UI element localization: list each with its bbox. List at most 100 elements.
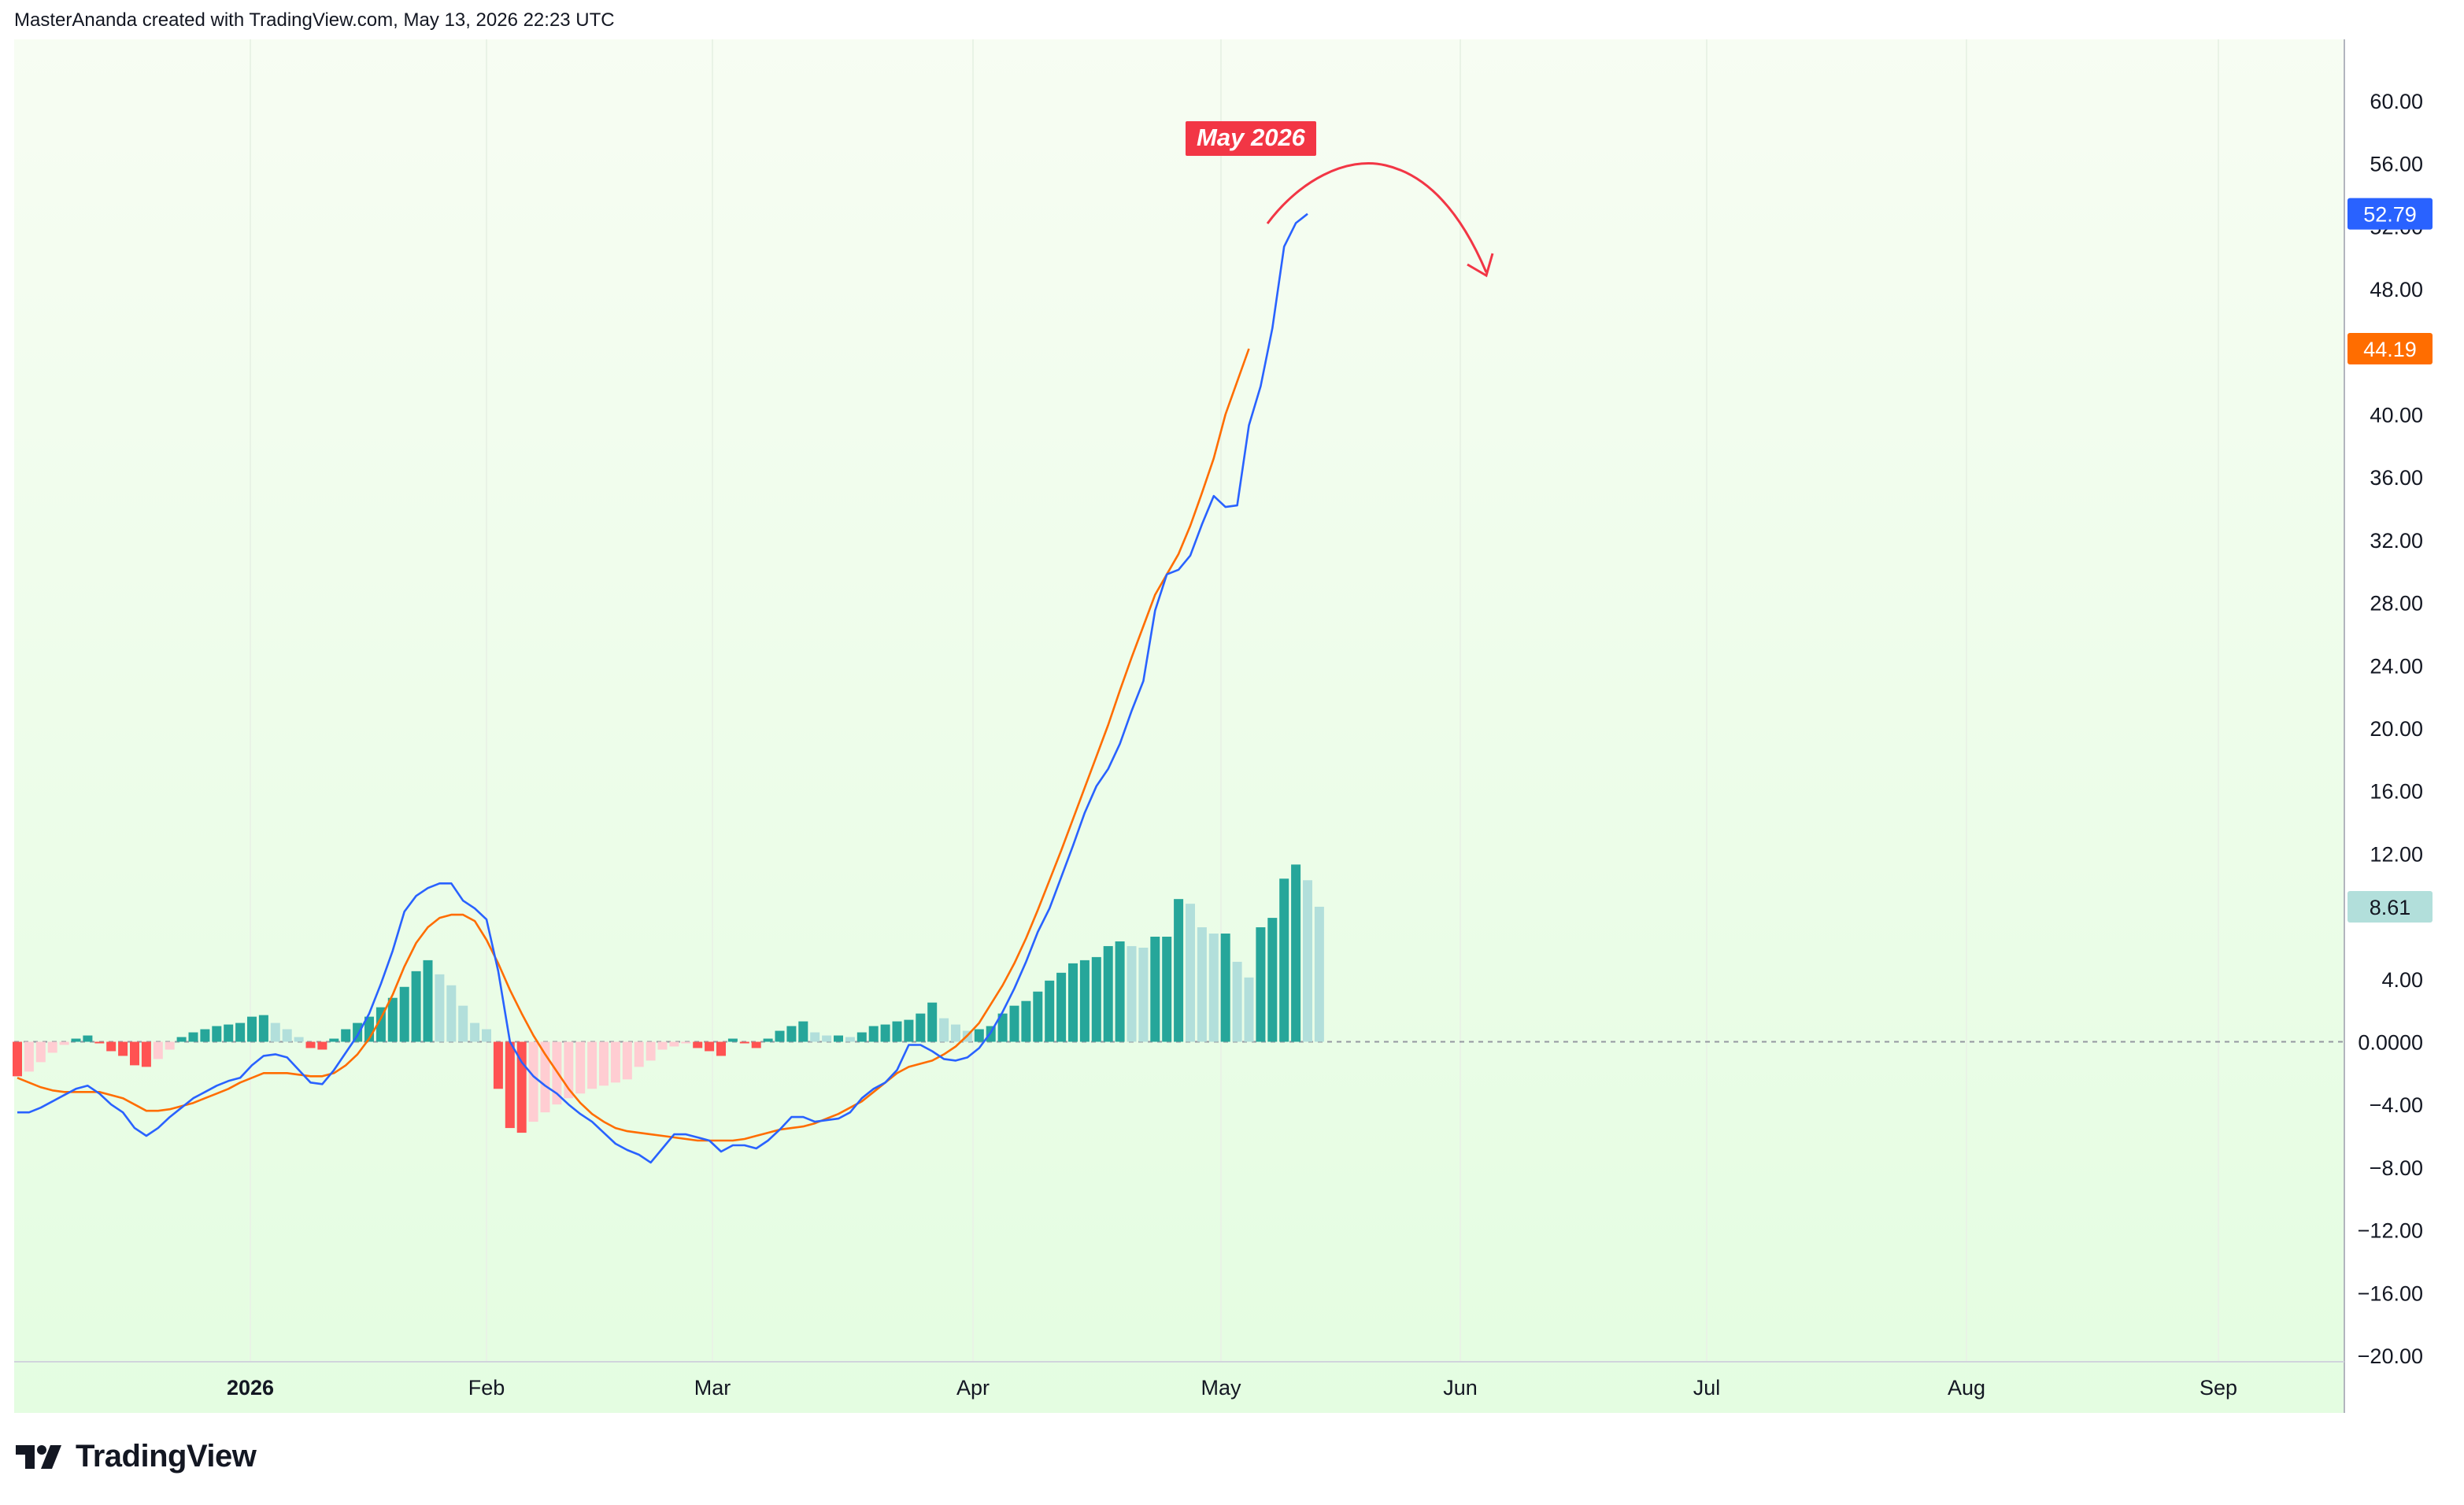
histogram-bar	[493, 1041, 503, 1089]
last-value-labels: 52.79 44.19 8.61	[2347, 198, 2433, 923]
histogram-bar	[693, 1041, 703, 1048]
histogram-bar	[739, 1041, 749, 1044]
curved-arrow-icon	[1266, 161, 1488, 273]
histogram-bar	[1056, 972, 1067, 1042]
histogram-bar	[610, 1041, 620, 1083]
histogram-bar	[798, 1021, 808, 1042]
histogram-bar	[106, 1041, 117, 1052]
x-tick-label: Apr	[956, 1376, 990, 1400]
y-tick-label: −16.00	[2358, 1281, 2423, 1305]
histogram-bar	[458, 1005, 468, 1042]
histogram-bar	[1220, 934, 1230, 1042]
x-tick-label: Feb	[468, 1376, 505, 1400]
histogram-bar	[305, 1041, 316, 1048]
histogram-bar	[1068, 963, 1078, 1042]
y-tick-label: −4.00	[2370, 1093, 2423, 1117]
histogram-bar	[200, 1029, 210, 1042]
histogram-bar	[1256, 927, 1266, 1042]
y-tick-label: 40.00	[2370, 404, 2423, 427]
histogram-bar	[387, 997, 398, 1042]
histogram-bar	[341, 1029, 351, 1042]
histogram-bar	[130, 1041, 139, 1066]
attribution-text: MasterAnanda created with TradingView.co…	[14, 9, 615, 31]
histogram-bar	[939, 1018, 949, 1042]
may-2026-annotation[interactable]: May 2026	[1186, 121, 1494, 278]
histogram-bar	[810, 1032, 820, 1042]
histogram-bar	[153, 1041, 163, 1059]
histogram-bar	[856, 1032, 867, 1042]
histogram-bar	[435, 974, 445, 1042]
histogram-bar	[376, 1007, 386, 1042]
histogram-bar	[1103, 945, 1113, 1042]
histogram-bar	[1162, 937, 1172, 1042]
histogram-bar	[1127, 945, 1137, 1042]
histogram-bar	[212, 1026, 222, 1042]
histogram-bar	[141, 1041, 151, 1067]
histogram-bar	[482, 1029, 491, 1042]
histogram-bar	[247, 1016, 257, 1042]
histogram-bar	[165, 1041, 175, 1050]
plot-background	[14, 39, 2344, 1413]
histogram-bar	[294, 1037, 304, 1042]
histogram-bar	[1045, 980, 1055, 1042]
y-tick-label: 60.00	[2370, 90, 2423, 113]
y-tick-label: 36.00	[2370, 466, 2423, 490]
y-tick-label: 0.0000	[2358, 1031, 2423, 1055]
histogram-bar	[763, 1038, 773, 1042]
histogram-bar	[505, 1041, 515, 1129]
x-tick-label: 2026	[227, 1376, 274, 1400]
y-tick-label: 24.00	[2370, 654, 2423, 678]
y-tick-label: 20.00	[2370, 717, 2423, 741]
y-tick-label: 28.00	[2370, 592, 2423, 616]
y-tick-label: 56.00	[2370, 153, 2423, 176]
arrowhead-icon	[1467, 253, 1494, 278]
histogram-bar	[71, 1038, 81, 1042]
histogram-bar	[1186, 904, 1195, 1042]
histogram-bar	[1174, 899, 1184, 1042]
time-axis[interactable]: 2026 Feb Mar Apr May Jun Jul Aug Sep	[227, 1376, 2237, 1400]
histogram-bar	[775, 1030, 785, 1042]
tradingview-brand-text: TradingView	[76, 1439, 257, 1474]
histogram-bar	[1079, 960, 1090, 1042]
histogram-bar	[1197, 927, 1207, 1042]
histogram-bar	[575, 1041, 586, 1094]
histogram-bar	[446, 985, 457, 1042]
histogram-bar	[705, 1041, 715, 1052]
vertical-grid	[250, 39, 2219, 1362]
signal-line	[17, 348, 1250, 1142]
last-value-text-macd: 52.79	[2363, 203, 2417, 227]
histogram-bar	[751, 1041, 761, 1048]
histogram-bar	[997, 1013, 1008, 1042]
histogram-bar	[927, 1002, 938, 1042]
histogram-bar	[834, 1035, 843, 1042]
tradingview-logo-icon	[16, 1444, 61, 1469]
histogram-bar	[634, 1041, 644, 1067]
histogram-bar	[353, 1022, 363, 1042]
histogram-bar	[727, 1038, 738, 1042]
last-value-tag-macd	[2347, 198, 2433, 230]
footer-logo[interactable]: TradingView	[16, 1439, 257, 1474]
histogram-bar	[786, 1026, 797, 1042]
histogram-bar	[224, 1024, 234, 1042]
histogram-bar	[329, 1038, 339, 1042]
last-value-tag-histogram	[2347, 890, 2433, 923]
histogram-bar	[282, 1029, 292, 1042]
price-axis[interactable]: 60.0056.0052.0048.0040.0036.0032.0028.00…	[2358, 90, 2423, 1368]
histogram-bar	[951, 1024, 960, 1042]
histogram-bar	[399, 986, 409, 1042]
x-tick-label: Jun	[1443, 1376, 1478, 1400]
histogram-bar	[880, 1024, 890, 1042]
histogram-bar	[235, 1022, 246, 1042]
histogram-bar	[1208, 934, 1219, 1042]
histogram-bar	[599, 1041, 609, 1086]
histogram-bar	[1033, 991, 1043, 1042]
histogram-bar	[1314, 906, 1324, 1042]
histogram-bar	[822, 1035, 832, 1042]
histogram-bar	[47, 1041, 57, 1053]
histogram-bar	[528, 1041, 538, 1122]
histogram-bar	[1091, 956, 1101, 1042]
macd-line	[17, 213, 1308, 1164]
histogram-bar	[1115, 941, 1125, 1042]
x-tick-label: Aug	[1948, 1376, 1985, 1400]
